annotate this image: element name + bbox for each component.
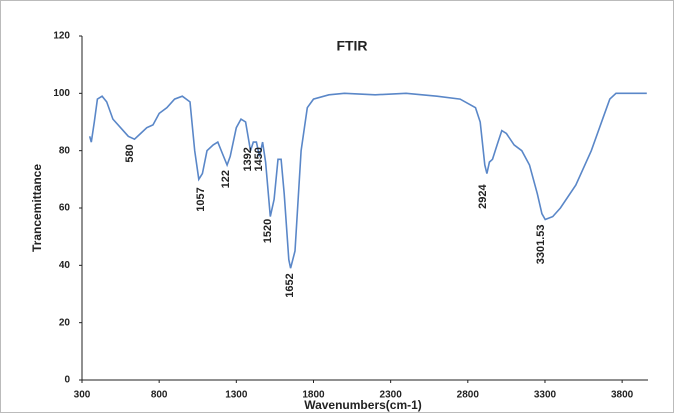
annotation: 1057 [195,187,207,211]
y-tick-label: 80 [59,145,71,156]
y-tick-label: 20 [59,317,71,328]
annotation: 580 [124,144,136,162]
x-tick-label: 300 [74,390,91,401]
annotation: 1520 [262,219,274,243]
annotation: 1392 [242,147,254,171]
x-tick-label: 1300 [225,390,248,401]
x-tick-label: 3300 [534,390,557,401]
y-tick-label: 120 [53,31,70,42]
annotation: 1450 [253,147,265,171]
x-tick-label: 2300 [380,390,403,401]
y-axis-label: Trancemittance [30,164,44,252]
y-tick-label: 0 [64,375,70,386]
data-line [88,92,647,269]
x-tick-label: 2800 [457,390,480,401]
x-tick-label: 800 [151,390,168,401]
annotation: 122 [220,170,232,188]
annotation: 1652 [284,273,296,297]
x-tick-label: 3800 [611,390,634,401]
chart-title: FTIR [336,38,367,54]
annotation: 3301.53 [535,224,547,264]
x-tick-label: 1800 [302,390,325,401]
y-tick-label: 40 [59,260,71,271]
y-tick-label: 60 [59,203,71,214]
x-axis-label: Wavenumbers(cm-1) [304,398,422,412]
y-tick-label: 100 [53,88,70,99]
annotation: 2924 [477,183,489,208]
